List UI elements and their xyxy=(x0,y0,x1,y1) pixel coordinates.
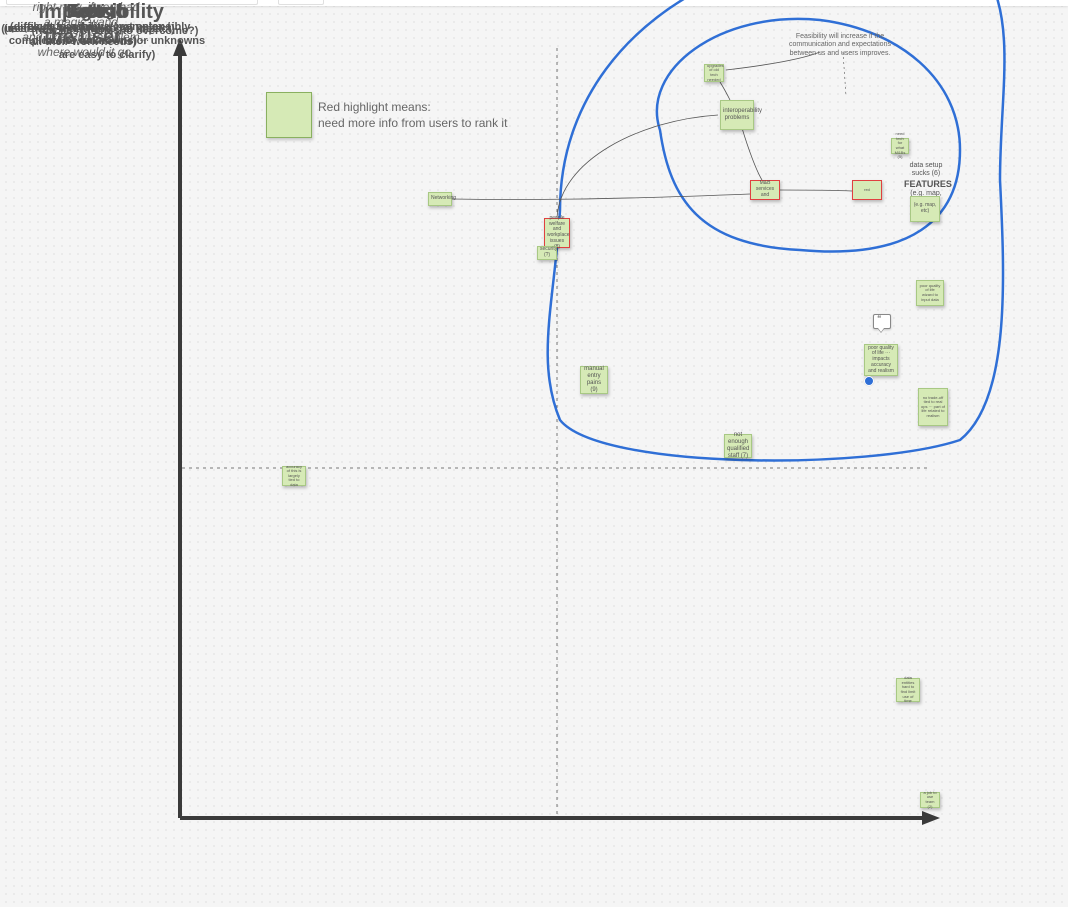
sticky-manual-entry[interactable]: manual entry pains (9) xyxy=(580,366,608,394)
legend-line1: Red highlight means: xyxy=(318,100,431,114)
sticky-interop[interactable]: interoperability problems xyxy=(720,100,754,130)
sticky-redbox[interactable]: red xyxy=(852,180,882,200)
edge-2 xyxy=(780,190,852,191)
sticky-blurry1[interactable]: security (?) xyxy=(537,246,557,260)
sticky-mid-left-text: accuracy of this is largely tied to data xyxy=(285,465,303,488)
sticky-feature-box-text: (e.g. map, etc) xyxy=(913,203,937,215)
x-high-main: High xyxy=(0,0,214,21)
sticky-wizard[interactable]: poor quality of life wizard to input dat… xyxy=(916,280,944,306)
feature-line1: data setup sucks (6) xyxy=(904,162,948,179)
sticky-manual-entry-text: manual entry pains (9) xyxy=(583,366,605,394)
legend-swatch xyxy=(266,92,312,138)
sticky-small-top-text: need tech for what M&Bs (5) xyxy=(894,132,906,160)
sticky-small-top[interactable]: need tech for what M&Bs (5) xyxy=(891,138,909,154)
sticky-not-enough[interactable]: not enough qualified staff (7) xyxy=(724,434,752,458)
edge-1 xyxy=(452,194,750,199)
edge-3 xyxy=(557,115,718,218)
feature-line2: FEATURES xyxy=(904,179,948,190)
svg-overlay xyxy=(0,0,1068,907)
sticky-bottom-right-text: a job to use team (2) xyxy=(923,791,937,809)
legend-text: Red highlight means: need more info from… xyxy=(318,100,507,131)
edge-5 xyxy=(742,128,762,180)
sticky-wizard-text: poor quality of life wizard to input dat… xyxy=(919,284,941,302)
legend-line2: need more info from users to rank it xyxy=(318,116,507,130)
x-high-sub: (clear feasibility / not ostensibly comp… xyxy=(0,21,214,62)
sticky-qol[interactable]: poor quality of life ··· impacts accurac… xyxy=(864,344,898,376)
sticky-qol-text: poor quality of life ··· impacts accurac… xyxy=(867,346,895,375)
comment-bubble-icon[interactable] xyxy=(873,314,891,329)
diagram-canvas[interactable]: High (users are giddy and can meet all t… xyxy=(0,0,1068,907)
sticky-mid-left[interactable]: accuracy of this is largely tied to data xyxy=(282,466,306,486)
sticky-mb[interactable]: M&B services and xyxy=(750,180,780,200)
sticky-welfare[interactable]: people welfare and workplace issues (8) xyxy=(544,218,570,248)
sticky-realism[interactable]: no trade-off tied to real ops ··· part o… xyxy=(918,388,948,426)
sticky-networking-text: Networking xyxy=(431,196,449,202)
sticky-upgrades-text: upgrades of old tech needed xyxy=(707,64,721,82)
sticky-mb-text: M&B services and xyxy=(753,181,777,198)
sticky-networking[interactable]: Networking xyxy=(428,192,452,206)
sticky-redbox-text: red xyxy=(855,188,879,193)
sticky-interop-text: interoperability problems xyxy=(723,108,751,122)
user-avatar-pill[interactable] xyxy=(864,376,874,386)
sticky-realism-text: no trade-off tied to real ops ··· part o… xyxy=(921,396,945,419)
x-axis-high-label: High (clear feasibility / not ostensibly… xyxy=(0,0,214,63)
feature-label-block: data setup sucks (6) FEATURES (e.g. map, xyxy=(904,162,948,198)
sticky-low-right[interactable]: data entities hard to find limit use of … xyxy=(896,678,920,702)
annotation-feasibility-note: Feasibility will increase if the communi… xyxy=(780,33,900,58)
sticky-feature-box[interactable]: (e.g. map, etc) xyxy=(910,196,940,222)
sticky-bottom-right[interactable]: a job to use team (2) xyxy=(920,792,940,808)
edge-dashed xyxy=(843,52,846,96)
edge-4 xyxy=(720,82,730,100)
x-axis-arrow xyxy=(922,811,940,825)
sticky-not-enough-text: not enough qualified staff (7) xyxy=(727,432,749,460)
sticky-low-right-text: data entities hard to find limit use of … xyxy=(899,676,917,704)
sticky-blurry1-text: security (?) xyxy=(540,247,554,259)
sticky-upgrades[interactable]: upgrades of old tech needed xyxy=(704,64,724,82)
